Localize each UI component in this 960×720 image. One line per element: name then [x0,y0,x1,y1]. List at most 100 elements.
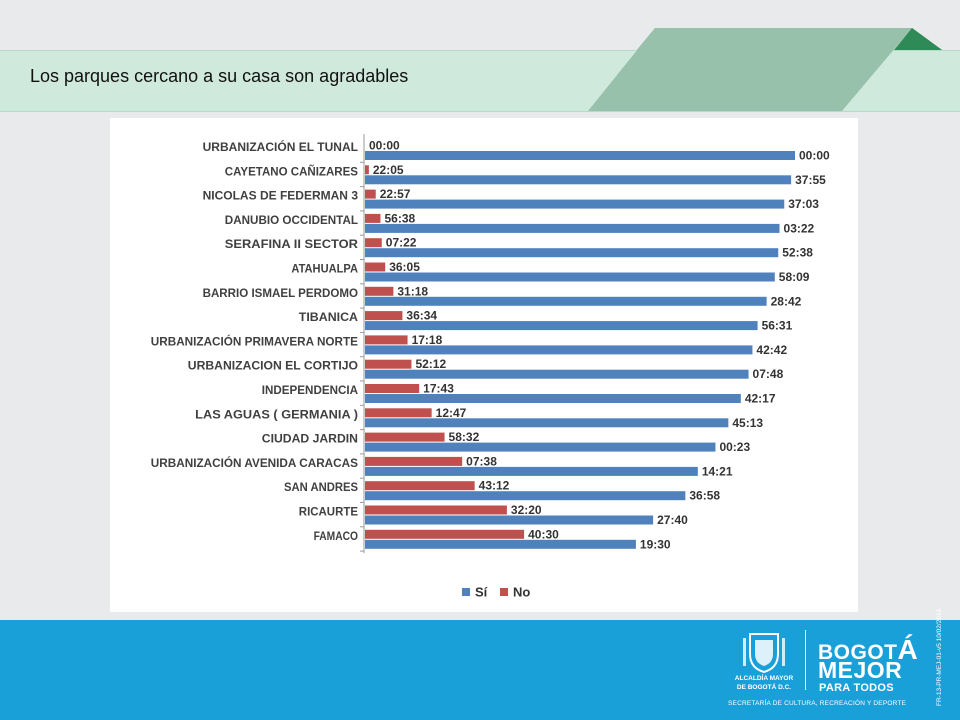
category-label: ATAHUALPA [291,264,358,276]
category-label: URBANIZACIÓN AVENIDA CARACAS [151,457,359,470]
data-label-no: 22:05 [373,163,404,177]
category-label: TIBANICA [299,312,358,324]
category-label: CAYETANO CAÑIZARES [225,165,359,178]
logo-divider [805,630,806,690]
data-label-si: 52:38 [782,246,813,260]
bar-no [365,359,412,369]
bar-no [365,456,463,466]
bar-no [365,286,394,296]
data-label-no: 00:00 [369,139,400,153]
data-label-si: 37:55 [795,173,826,187]
bar-si [365,418,729,428]
deco-corner-front [894,28,942,50]
bar-si [365,223,780,233]
category-label: INDEPENDENCIA [262,385,358,397]
data-label-no: 43:12 [479,479,510,493]
bar-si [365,272,775,282]
bar-chart: URBANIZACIÓN EL TUNAL 00:00 00:00 CAYETANO … [151,134,830,600]
data-label-si: 00:00 [799,149,830,163]
category-label: SAN ANDRES [284,482,358,494]
data-label-no: 32:20 [511,503,542,517]
category-label: LAS AGUAS ( GERMANIA ) [195,409,358,421]
data-label-no: 56:38 [384,211,415,225]
data-label-si: 03:22 [784,221,815,235]
category-label: URBANIZACIÓN EL TUNAL [203,141,358,154]
data-label-no: 07:38 [466,454,497,468]
bogota-pre: BOGOT [818,641,898,664]
bogota-accent: Á [897,634,919,665]
chart-panel: URBANIZACIÓN EL TUNAL 00:00 00:00 CAYETANO … [110,118,858,612]
data-label-si: 42:17 [745,392,776,406]
bar-no [365,262,386,272]
bar-si [365,394,741,403]
alcaldia-line2: DE BOGOTÁ D.C. [736,684,792,691]
footer-bar [0,620,960,720]
bar-si [365,199,785,209]
data-label-si: 27:40 [657,513,688,527]
bar-no [365,408,432,418]
data-label-no: 17:18 [412,333,443,347]
slide-title: Los parques cercano a su casa son agrada… [30,66,409,86]
bar-no [365,529,525,539]
category-label: NICOLAS DE FEDERMAN 3 [203,191,358,203]
bogota-wordmark: BOGOTÁ [818,634,918,666]
data-label-no: 17:43 [423,382,454,396]
data-label-si: 36:58 [689,489,720,503]
data-label-si: 56:31 [762,319,793,333]
alcaldia-line1: ALCALDÍA MAYOR [734,675,794,682]
bar-no [365,165,369,175]
mejor-wordmark: MEJOR [818,657,903,683]
data-label-si: 14:21 [702,464,733,478]
bar-si [365,345,753,355]
data-label-no: 36:34 [406,309,437,323]
category-label: CIUDAD JARDIN [262,434,358,446]
legend-swatch-no [500,588,508,596]
data-label-no: 22:57 [380,187,411,201]
bar-si [365,515,654,525]
category-label: SERAFINA II SECTOR [225,239,359,251]
title-decoration-overlay [588,28,942,111]
bar-si [365,151,795,160]
bar-si [365,442,716,452]
legend-label-si: Sí [475,585,488,600]
bar-no [365,189,376,199]
data-label-si: 00:23 [719,440,750,454]
para-todos-wordmark: PARA TODOS [819,682,894,694]
data-label-no: 58:32 [449,430,480,444]
bar-no [365,213,381,223]
data-label-no: 31:18 [397,284,428,298]
data-label-si: 28:42 [771,294,802,308]
bar-si [365,296,767,306]
bar-si [365,175,792,185]
data-label-no: 40:30 [528,527,559,541]
data-label-no: 36:05 [389,260,420,274]
legend-swatch-si [462,588,470,596]
bogota-crest-icon [743,633,785,674]
data-label-si: 07:48 [753,367,784,381]
data-label-si: 58:09 [779,270,810,284]
deco-band-front [588,28,912,111]
secretaria-text: SECRETARÍA DE CULTURA, RECREACIÓN Y DEPO… [728,700,907,707]
bar-no [365,238,382,248]
bar-no [365,335,408,345]
data-label-no: 52:12 [415,357,446,371]
data-label-si: 42:42 [756,343,787,357]
category-label: URBANIZACION EL CORTIJO [188,361,358,373]
bar-si [365,248,779,258]
bar-si [365,491,686,501]
category-label: BARRIO ISMAEL PERDOMO [203,288,358,300]
category-label: FAMACO [314,531,358,543]
category-label: DANUBIO OCCIDENTAL [225,215,358,227]
document-code: FR-13-PR-MEJ-01-v5 10/02/2016 [936,608,943,706]
bar-si [365,369,749,379]
bar-si [365,539,636,549]
bar-no [365,432,445,442]
data-label-no: 12:47 [436,406,467,420]
data-label-si: 19:30 [640,537,671,551]
category-label: RICAURTE [299,507,359,519]
bar-no [365,384,420,393]
bar-no [365,505,507,515]
bar-no [365,481,475,491]
data-label-si: 45:13 [732,416,763,430]
bar-no [365,311,403,321]
